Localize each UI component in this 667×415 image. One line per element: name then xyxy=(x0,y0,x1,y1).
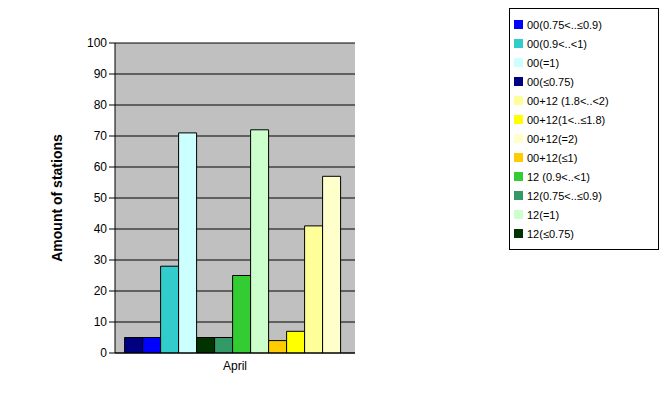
html-text:00(=1): 00(=1) xyxy=(527,57,560,69)
svg-text:90: 90 xyxy=(94,67,108,81)
svg-text:0: 0 xyxy=(100,346,107,360)
html-text:00+12 (1.8<..<2): 00+12 (1.8<..<2) xyxy=(527,95,609,107)
html-text:00(≤0.75): 00(≤0.75) xyxy=(527,76,574,88)
svg-text:100: 100 xyxy=(87,36,107,50)
html-text:12(=1): 12(=1) xyxy=(527,209,560,221)
html-text:00+12(≤1): 00+12(≤1) xyxy=(527,152,578,164)
svg-text:April: April xyxy=(223,359,247,373)
html-text:00(0.75<..≤0.9): 00(0.75<..≤0.9) xyxy=(527,19,602,31)
svg-text:40: 40 xyxy=(94,222,108,236)
svg-text:10: 10 xyxy=(94,315,108,329)
svg-text:50: 50 xyxy=(94,191,108,205)
html-text:00(0.9<..<1): 00(0.9<..<1) xyxy=(527,38,587,50)
svg-text:70: 70 xyxy=(94,129,108,143)
svg-text:80: 80 xyxy=(94,98,108,112)
html-text:12 (0.9<..<1): 12 (0.9<..<1) xyxy=(527,171,590,183)
html-text:00+12(=2): 00+12(=2) xyxy=(527,133,578,145)
svg-text:30: 30 xyxy=(94,253,108,267)
svg-text:20: 20 xyxy=(94,284,108,298)
html-text:12(0.75<..≤0.9): 12(0.75<..≤0.9) xyxy=(527,190,602,202)
svg-text:Amount of stations: Amount of stations xyxy=(49,134,65,262)
svg-text:60: 60 xyxy=(94,160,108,174)
html-text:00+12(1<..≤1.8): 00+12(1<..≤1.8) xyxy=(527,114,606,126)
html-text:12(≤0.75): 12(≤0.75) xyxy=(527,228,574,240)
